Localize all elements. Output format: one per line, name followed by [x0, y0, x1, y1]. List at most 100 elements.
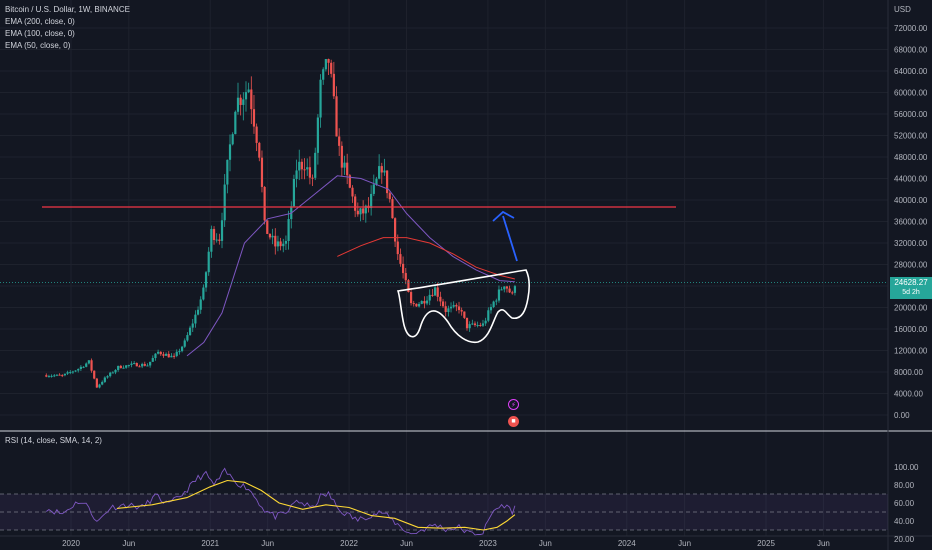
us-flag-event-icon[interactable]: ■ [508, 416, 519, 427]
candle-body-63 [212, 228, 216, 241]
candle-body-108 [332, 73, 335, 97]
candle-body-19 [95, 378, 98, 388]
candle-body-29 [122, 367, 125, 369]
candle-body-10 [71, 371, 75, 373]
candle-body-59 [202, 287, 205, 300]
y-tick-label-8: 40000.00 [894, 196, 928, 205]
candle-body-7 [63, 373, 67, 376]
candle-body-22 [103, 377, 106, 382]
candle-body-16 [87, 360, 90, 364]
candle-body-85 [271, 235, 274, 238]
candle-body-28 [119, 365, 122, 369]
candle-body-114 [348, 175, 351, 188]
candle-body-126 [380, 166, 383, 173]
y-tick-label-1: 68000.00 [894, 46, 928, 55]
legend-ema50: EMA (50, close, 0) [5, 41, 71, 50]
candle-body-141 [420, 301, 423, 304]
candle-body-131 [394, 218, 397, 242]
candle-body-72 [236, 97, 240, 112]
candle-body-167 [489, 307, 493, 311]
y-tick-label-11: 28000.00 [894, 261, 928, 270]
candle-body-171 [500, 289, 503, 291]
candle-body-1 [47, 376, 51, 378]
candle-body-62 [210, 228, 213, 252]
candle-body-127 [383, 170, 386, 173]
candle-body-27 [117, 365, 120, 370]
candle-body-157 [463, 311, 466, 318]
candle-body-37 [143, 363, 146, 366]
y-tick-label-0: 72000.00 [894, 24, 928, 33]
legend-ema200: EMA (200, close, 0) [5, 17, 75, 26]
candle-body-152 [449, 306, 453, 309]
candle-body-86 [274, 235, 277, 247]
candle-body-55 [191, 323, 194, 328]
chart-legend: Bitcoin / U.S. Dollar, 1W, BINANCE EMA (… [5, 4, 130, 52]
candle-body-120 [364, 205, 367, 214]
y-tick-label-10: 32000.00 [894, 239, 928, 248]
candle-body-118 [359, 208, 362, 215]
candle-body-147 [436, 287, 439, 297]
candle-body-24 [109, 372, 112, 377]
candle-body-123 [372, 184, 375, 194]
candle-body-11 [74, 370, 77, 372]
last-price-tag: 24628.27 5d 2h [890, 277, 932, 299]
candle-body-51 [180, 346, 184, 352]
candle-body-136 [407, 280, 410, 293]
candle-body-113 [346, 162, 349, 176]
candle-body-75 [244, 92, 248, 100]
candle-body-26 [114, 369, 117, 373]
candle-body-125 [378, 166, 381, 179]
lightning-event-icon[interactable]: ⚡ [508, 399, 519, 410]
candle-body-170 [497, 289, 501, 301]
candle-body-73 [239, 97, 242, 105]
x-tick-label-5: Jun [400, 539, 413, 548]
candle-body-99 [308, 167, 311, 178]
candle-body-166 [487, 310, 490, 321]
candles-group [45, 58, 517, 389]
rsi-legend: RSI (14, close, SMA, 14, 2) [5, 436, 102, 445]
candle-body-132 [396, 241, 399, 255]
candle-body-124 [375, 178, 378, 185]
y-tick-label-16: 8000.00 [894, 368, 923, 377]
candle-body-135 [404, 273, 407, 281]
candle-body-25 [111, 372, 114, 374]
candle-body-144 [428, 294, 431, 301]
candle-body-74 [242, 99, 245, 105]
candle-body-57 [196, 309, 200, 315]
candle-body-103 [319, 79, 322, 118]
candle-body-12 [77, 369, 80, 371]
candle-body-155 [457, 306, 461, 311]
candle-body-36 [141, 363, 144, 367]
candle-body-139 [415, 303, 418, 307]
candle-body-42 [157, 351, 160, 354]
candle-body-40 [151, 358, 154, 362]
x-tick-label-6: 2023 [479, 539, 497, 548]
candle-body-137 [409, 292, 413, 304]
candle-body-2 [50, 375, 53, 377]
y-tick-label-18: 0.00 [894, 411, 910, 420]
y-tick-label-17: 4000.00 [894, 390, 923, 399]
candle-body-43 [159, 351, 162, 355]
candle-body-70 [231, 134, 234, 145]
candle-body-110 [338, 136, 341, 146]
y-tick-label-4: 56000.00 [894, 110, 928, 119]
y-tick-label-3: 60000.00 [894, 89, 928, 98]
candle-body-65 [218, 239, 221, 241]
candle-body-14 [82, 366, 85, 368]
candle-body-142 [423, 301, 426, 304]
y-tick-label-6: 48000.00 [894, 153, 928, 162]
candle-body-56 [194, 314, 197, 324]
candle-body-112 [343, 162, 346, 168]
candle-body-101 [314, 152, 317, 178]
candle-body-34 [135, 363, 138, 367]
candle-body-162 [476, 324, 479, 326]
x-tick-label-8: 2024 [618, 539, 636, 548]
candle-body-148 [439, 296, 442, 302]
rsi-line [46, 467, 516, 536]
candle-body-176 [513, 286, 517, 293]
last-price-countdown: 5d 2h [902, 289, 920, 296]
candle-body-94 [295, 170, 298, 179]
candle-body-163 [479, 324, 482, 326]
candle-body-49 [175, 351, 178, 356]
